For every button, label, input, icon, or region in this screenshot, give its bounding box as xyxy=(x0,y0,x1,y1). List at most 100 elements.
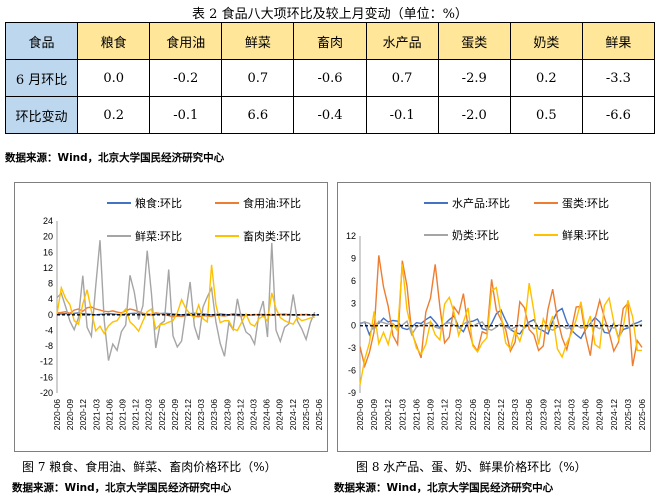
x-tick-label: 2020-09 xyxy=(65,399,75,430)
x-tick-label: 2022-03 xyxy=(454,399,464,430)
y-tick-label: -20 xyxy=(40,388,53,398)
x-tick-label: 2025-03 xyxy=(623,399,633,430)
x-tick-label: 2023-09 xyxy=(222,399,232,430)
figure-7-caption: 图 7 粮食、食用油、鲜菜、畜肉价格环比（%） xyxy=(22,460,277,474)
header-cell: 畜肉 xyxy=(293,22,367,60)
y-tick-label: -6 xyxy=(348,366,356,376)
table-cell: 0.2 xyxy=(77,96,151,134)
x-tick-label: 2025-03 xyxy=(301,399,311,430)
x-tick-label: 2024-03 xyxy=(249,399,259,430)
x-tick-label: 2021-03 xyxy=(91,399,101,430)
y-tick-label: 12 xyxy=(43,263,53,273)
x-tick-label: 2023-12 xyxy=(235,399,245,430)
x-tick-label: 2023-06 xyxy=(209,399,219,430)
x-tick-label: 2021-09 xyxy=(426,399,436,430)
y-tick-label: -12 xyxy=(40,357,53,367)
y-tick-label: 0 xyxy=(48,310,53,320)
table-cell: -0.1 xyxy=(365,96,439,134)
y-tick-label: 0 xyxy=(351,321,356,331)
y-tick-label: -3 xyxy=(348,343,356,353)
legend-label: 食用油:环比 xyxy=(243,196,301,210)
x-tick-label: 2020-06 xyxy=(355,399,365,430)
header-cell: 蛋类 xyxy=(437,22,511,60)
x-tick-label: 2021-06 xyxy=(104,399,114,430)
x-tick-label: 2021-12 xyxy=(440,399,450,430)
row-label: 6 月环比 xyxy=(4,59,79,97)
x-tick-label: 2024-06 xyxy=(581,399,591,430)
x-tick-label: 2022-12 xyxy=(183,399,193,430)
table-row: 环比变动 0.2 -0.1 6.6 -0.4 -0.1 -2.0 0.5 -6.… xyxy=(4,96,656,134)
table-cell: 0.0 xyxy=(77,59,151,97)
header-cell: 食品 xyxy=(4,22,79,60)
header-cell: 水产品 xyxy=(365,22,439,60)
y-tick-label: 8 xyxy=(48,279,53,289)
series-line xyxy=(359,264,642,385)
x-tick-label: 2021-09 xyxy=(118,399,128,430)
x-tick-label: 2024-12 xyxy=(288,399,298,430)
x-tick-label: 2024-09 xyxy=(595,399,605,430)
legend-label: 水产品:环比 xyxy=(452,196,510,210)
x-tick-label: 2021-12 xyxy=(131,399,141,430)
figure-8-chart: -9 -6 -3 0 3 6 9 12 2020-06 2020-09 2020-12 2021-03… xyxy=(346,196,647,430)
y-tick-label: 24 xyxy=(43,216,53,226)
series-line xyxy=(56,264,315,336)
series-line xyxy=(359,255,643,369)
x-tick-label: 2023-12 xyxy=(552,399,562,430)
legend-label: 奶类:环比 xyxy=(452,228,499,242)
x-tick-label: 2020-09 xyxy=(369,399,379,430)
table-cell: 0.7 xyxy=(221,59,295,97)
x-tick-label: 2022-09 xyxy=(482,399,492,430)
table-row: 6 月环比 0.0 -0.2 0.7 -0.6 0.7 -2.9 0.2 -3.… xyxy=(4,59,656,97)
x-tick-label: 2022-06 xyxy=(468,399,478,430)
legend-label: 鲜果:环比 xyxy=(562,228,609,242)
food-price-table: 食品 粮食 食用油 鲜菜 畜肉 水产品 蛋类 奶类 鲜果 6 月环比 0.0 -… xyxy=(4,22,656,134)
legend-label: 粮食:环比 xyxy=(135,196,182,210)
table-cell: -2.9 xyxy=(437,59,511,97)
legend-label: 鲜菜:环比 xyxy=(135,229,182,243)
figure-8-source-note: 数据来源：Wind，北京大学国民经济研究中心 xyxy=(334,482,554,494)
figure-8-frame: -9 -6 -3 0 3 6 9 12 2020-06 2020-09 2020-12 2021-03… xyxy=(337,182,651,452)
y-tick-label: 3 xyxy=(351,298,356,308)
y-tick-label: 4 xyxy=(48,294,53,304)
table-source-note: 数据来源：Wind，北京大学国民经济研究中心 xyxy=(5,152,225,164)
y-tick-label: 9 xyxy=(351,253,356,263)
y-tick-label: -8 xyxy=(45,341,53,351)
x-tick-label: 2025-06 xyxy=(637,399,647,430)
table-cell: 0.2 xyxy=(509,59,583,97)
table-cell: -6.6 xyxy=(581,96,656,134)
figure-8-caption: 图 8 水产品、蛋、奶、鲜果价格环比（%） xyxy=(356,460,587,474)
figure-7-frame: -20 -16 -12 -8 -4 0 4 8 12 16 20 24 2020-06 2020-09 20… xyxy=(14,182,328,452)
legend-label: 畜肉类:环比 xyxy=(243,229,301,243)
table-cell: 0.5 xyxy=(509,96,583,134)
table-cell: -0.1 xyxy=(149,96,223,134)
table-caption: 表 2 食品八大项环比及较上月变动（单位：%） xyxy=(192,7,468,22)
table-cell: 0.7 xyxy=(365,59,439,97)
x-tick-label: 2023-09 xyxy=(538,399,548,430)
series-line xyxy=(56,240,316,361)
x-tick-label: 2022-06 xyxy=(157,399,167,430)
x-tick-label: 2024-12 xyxy=(609,399,619,430)
header-cell: 鲜果 xyxy=(581,22,656,60)
header-cell: 奶类 xyxy=(509,22,583,60)
x-tick-label: 2021-03 xyxy=(397,399,407,430)
x-tick-label: 2023-06 xyxy=(524,399,534,430)
table-cell: -3.3 xyxy=(581,59,656,97)
table-header-row: 食品 粮食 食用油 鲜菜 畜肉 水产品 蛋类 奶类 鲜果 xyxy=(4,22,656,60)
x-tick-label: 2021-06 xyxy=(411,399,421,430)
table-cell: -2.0 xyxy=(437,96,511,134)
x-tick-label: 2024-09 xyxy=(275,399,285,430)
y-tick-label: 20 xyxy=(43,232,53,242)
x-tick-label: 2024-06 xyxy=(262,399,272,430)
series-line xyxy=(359,320,643,337)
x-tick-label: 2022-09 xyxy=(170,399,180,430)
table-cell: -0.4 xyxy=(293,96,367,134)
x-tick-label: 2023-03 xyxy=(510,399,520,430)
y-tick-label: -16 xyxy=(40,372,53,382)
table-cell: 6.6 xyxy=(221,96,295,134)
x-tick-label: 2020-12 xyxy=(383,399,393,430)
table-cell: -0.2 xyxy=(149,59,223,97)
header-cell: 鲜菜 xyxy=(221,22,295,60)
x-tick-label: 2022-12 xyxy=(496,399,506,430)
y-tick-label: 6 xyxy=(351,276,356,286)
x-tick-label: 2022-03 xyxy=(144,399,154,430)
